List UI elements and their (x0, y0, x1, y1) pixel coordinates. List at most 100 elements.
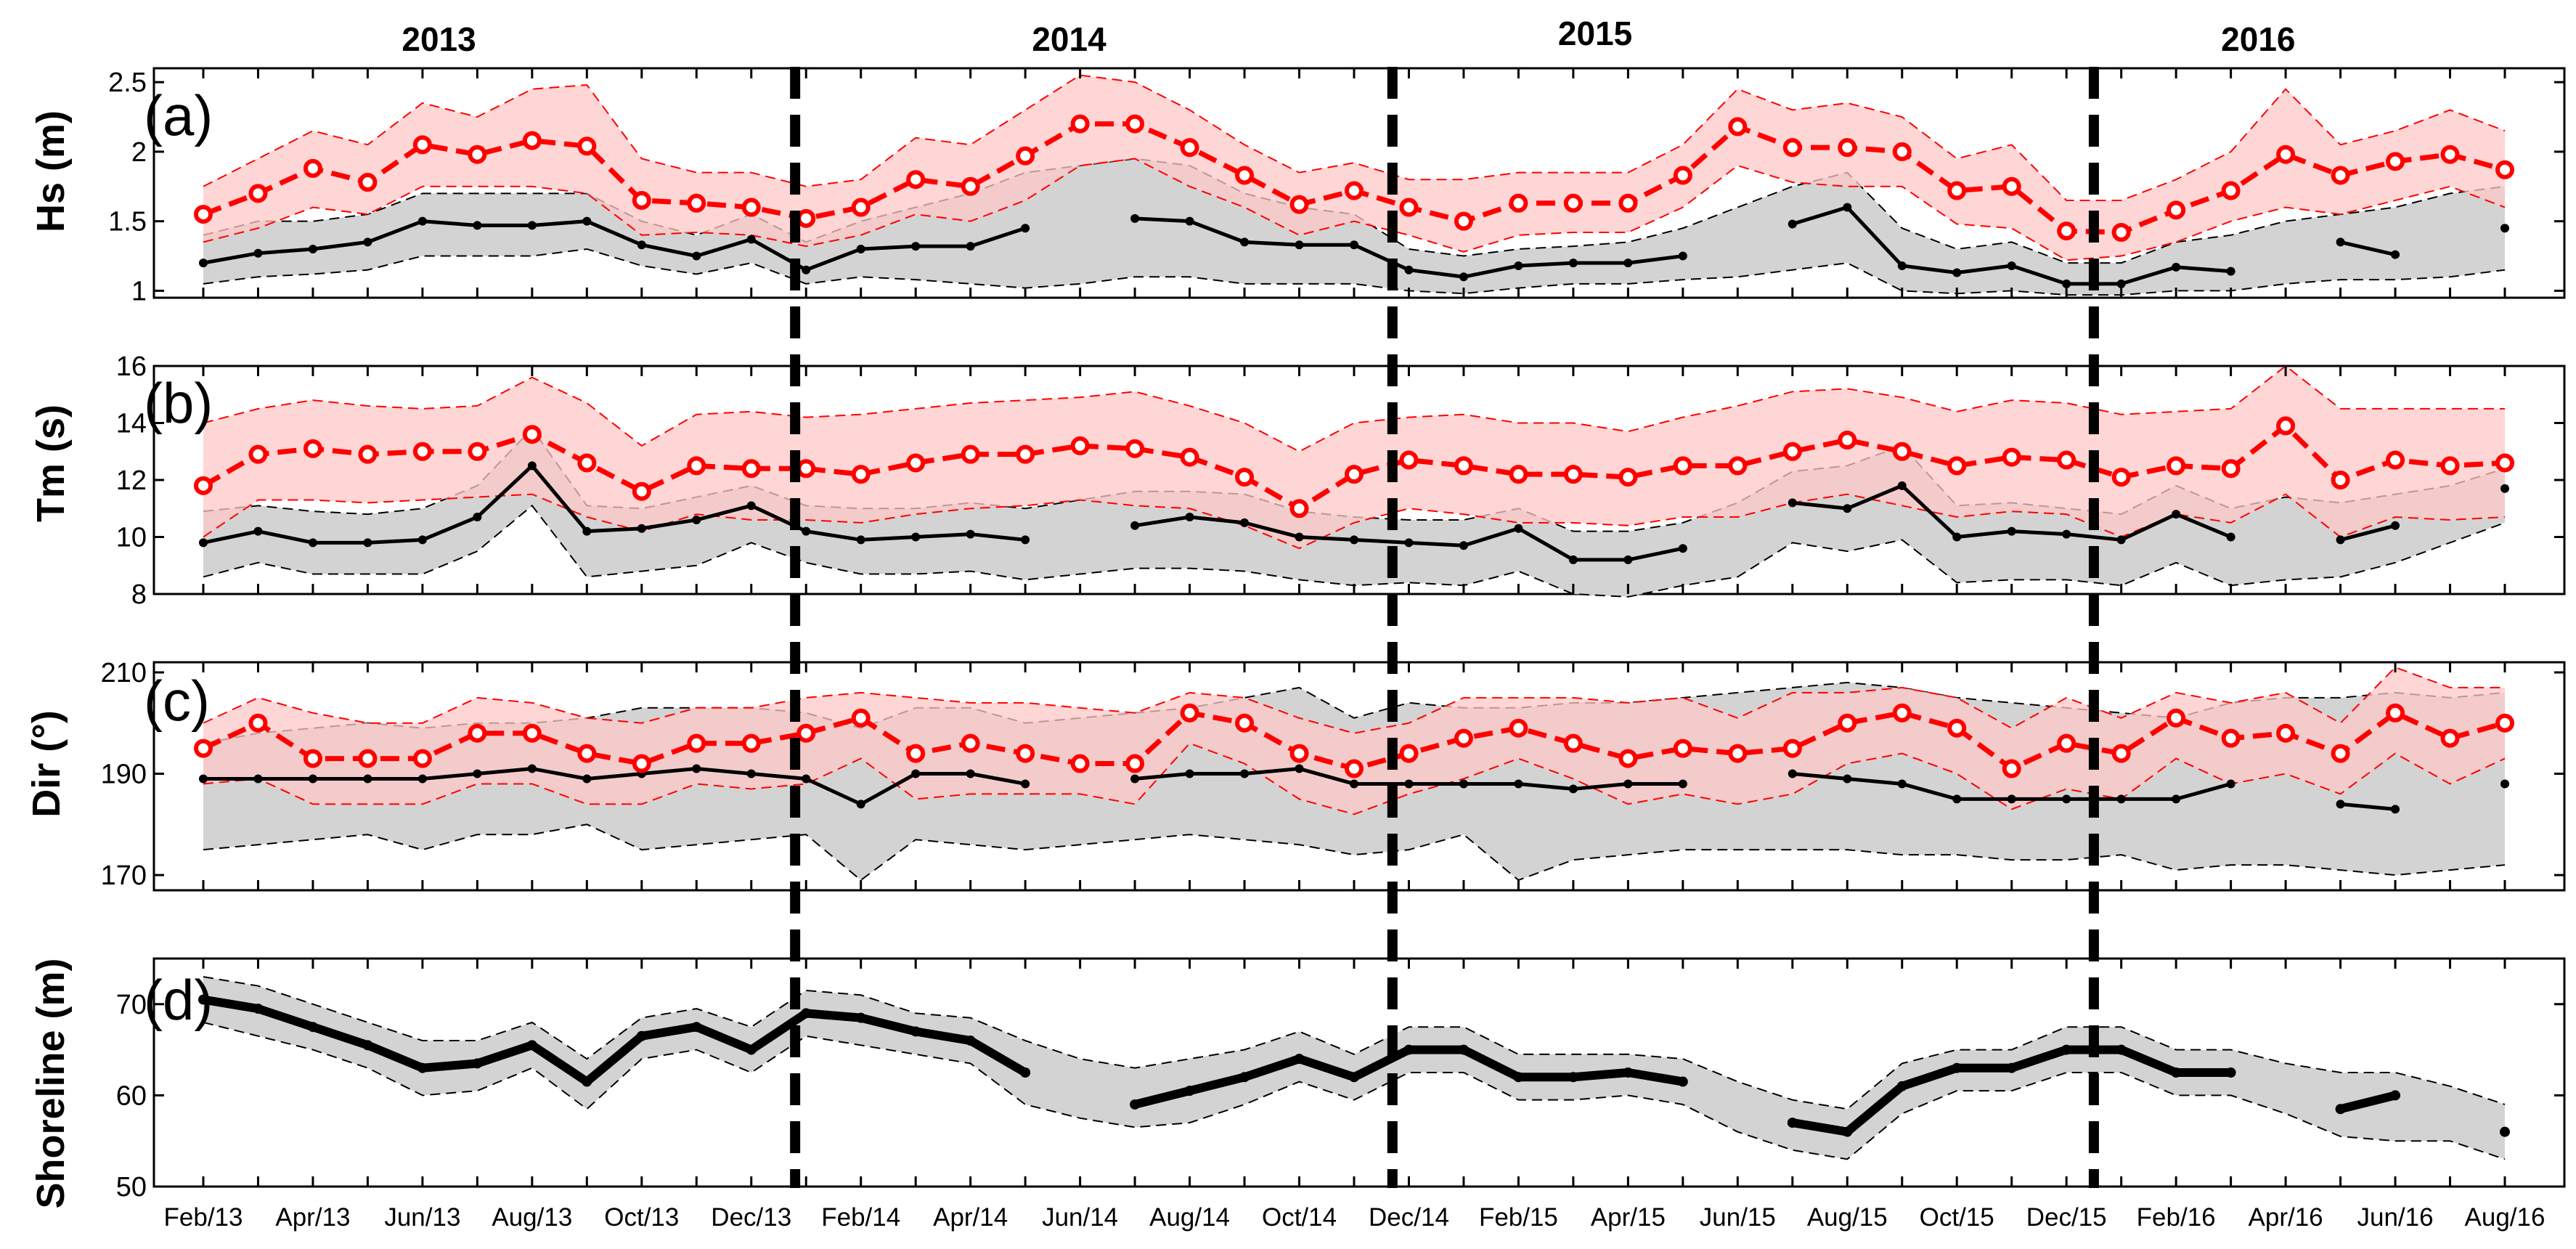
panel-dir-label: (c) (144, 669, 210, 733)
panel-d-local-point (1787, 1118, 1798, 1128)
panel-c-local-point (1130, 774, 1140, 784)
panel-a-offshore-point (632, 190, 651, 210)
panel-c-local-point (253, 774, 263, 784)
panel-shoreline-ylabel: Shoreline (m) (29, 958, 73, 1208)
panel-c-local-point (2116, 794, 2126, 804)
panel-a-local-point (2007, 261, 2016, 270)
panel-a-local-point (308, 244, 317, 253)
panel-b-offshore-point (1070, 436, 1090, 455)
panel-b-local-point (253, 526, 263, 536)
panel-b-local-point (637, 524, 646, 533)
panel-a-offshore-point (2276, 145, 2296, 164)
panel-a-local-point (1350, 240, 1358, 250)
panel-b-offshore-point (1180, 447, 1199, 467)
panel-c-local-point (582, 774, 592, 784)
panel-b-local-point (1678, 544, 1687, 553)
panel-c-offshore-point (303, 749, 322, 768)
panel-c-offshore-point (632, 754, 651, 773)
panel-a-local-point (911, 242, 921, 251)
x-tick-label: Feb/14 (821, 1203, 900, 1232)
panel-c-offshore-point (1782, 739, 1802, 758)
panel-c-local-point (2062, 794, 2071, 804)
panel-d-local-point (2116, 1044, 2127, 1055)
panel-c-local-point (1350, 779, 1358, 789)
panel-d-local-point (801, 1008, 812, 1019)
panel-d-local-point (2335, 1104, 2346, 1115)
panel-b-local-point (1952, 532, 1962, 542)
panel-a-local-point (582, 216, 592, 226)
panel-b-offshore-point (632, 481, 651, 501)
panel-c-offshore-point (2167, 708, 2186, 728)
x-tick-label: Apr/14 (933, 1203, 1008, 1232)
panel-b-local-point (802, 526, 811, 536)
panel-b-local-point (308, 538, 317, 548)
panel-a-offshore-point (1235, 166, 1255, 185)
panel-c-offshore-point (2495, 713, 2514, 733)
panel-d-local-point (198, 994, 208, 1005)
panel-a-local-point (1459, 272, 1468, 282)
panel-c-local-lower-bound (203, 823, 2506, 882)
panel-c-offshore-point (522, 723, 542, 743)
panel-d-local-point (1896, 1081, 1907, 1091)
panel-a-offshore-point (2057, 221, 2076, 241)
panel-a-local-point (417, 216, 427, 226)
panel-d-local-upper-bound (203, 976, 2506, 1110)
panel-b-offshore-point (1509, 465, 1528, 484)
panel-b-offshore-point (906, 453, 926, 473)
panel-d-local-point (417, 1062, 428, 1073)
panel-c-offshore-point (2221, 728, 2241, 748)
panel-b-offshore-point (741, 459, 761, 479)
panel-b-local-point (1897, 481, 1907, 490)
panel-b-local-point (966, 529, 975, 539)
panel-c-local-point (1843, 774, 1852, 784)
panel-c-offshore-point (1180, 703, 1199, 723)
year-label-2014: 2014 (1032, 20, 1106, 58)
year-label-2016: 2016 (2221, 20, 2295, 58)
panel-b-local-point (1185, 513, 1194, 522)
panel-a-offshore-point (1563, 193, 1583, 213)
x-tick-label: Apr/15 (1591, 1203, 1666, 1232)
panel-a-offshore-point (2386, 152, 2405, 171)
panel-a-offshore-point (1673, 166, 1692, 185)
panel-a-offshore-point (1070, 114, 1090, 134)
panel-a-local-point (1843, 203, 1852, 212)
panel-a-ytick-label: 2 (131, 137, 147, 168)
panel-c-local-point (527, 764, 537, 773)
panel-c-offshore-point (1892, 703, 1912, 723)
x-tick-label: Jun/13 (384, 1203, 460, 1232)
panel-b-ytick-label: 10 (116, 523, 147, 553)
panel-tm-plot: 8 10 12 14 16 (116, 351, 2566, 610)
panel-a-local-point (2336, 237, 2345, 247)
panel-c-local-point (2500, 779, 2509, 789)
panel-c-offshore-point (961, 733, 980, 753)
panel-a-local-line-0 (203, 219, 1026, 272)
panel-c-local-point (1295, 764, 1304, 773)
panel-hs-ylabel: Hs (m) (29, 110, 73, 232)
panel-a-offshore-point (1345, 181, 1364, 200)
panel-a-local-point (1295, 240, 1304, 250)
panel-a-offshore-point (1728, 117, 1748, 137)
panel-b-offshore-point (2386, 450, 2405, 470)
panel-a-offshore-point (194, 205, 213, 224)
panel-c-offshore-point (741, 733, 761, 753)
x-tick-label: Aug/13 (492, 1203, 572, 1232)
x-tick-label: Apr/13 (275, 1203, 350, 1232)
panel-c-local-point (1952, 794, 1962, 804)
panel-a-local-point (2062, 279, 2071, 288)
panel-c-local-point (692, 764, 701, 773)
panel-d-local-point (1020, 1067, 1031, 1078)
panel-b-local-point (1623, 555, 1633, 564)
panel-b-local-point (417, 535, 427, 545)
year-label-2013: 2013 (402, 20, 476, 58)
panel-b-local-point (1240, 518, 1250, 527)
panel-a-offshore-lower-bound (203, 158, 2506, 261)
panel-b-local-point (527, 461, 537, 471)
panel-b-offshore-point (1235, 468, 1255, 487)
panel-b-offshore-point (1399, 450, 1419, 470)
panel-shoreline-plot: 50 60 70 (116, 957, 2566, 1203)
panel-a-offshore-point (2167, 200, 2186, 220)
panel-b-local-point (746, 501, 756, 510)
panel-c-offshore-point (412, 749, 432, 768)
panel-a-local-point (692, 251, 701, 261)
panel-c-offshore-point (1673, 739, 1692, 758)
